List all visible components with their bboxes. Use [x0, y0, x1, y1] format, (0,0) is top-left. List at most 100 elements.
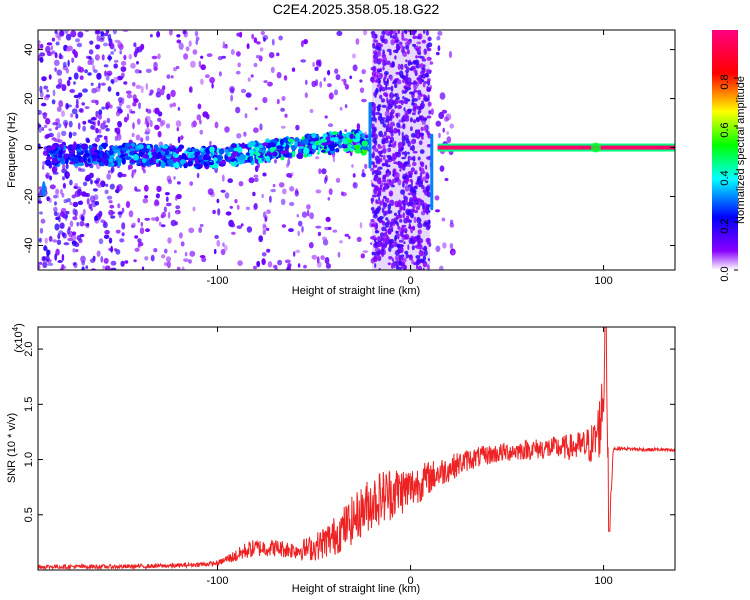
noise-blob: [406, 215, 410, 220]
noise-blob: [117, 203, 121, 209]
ridge-blob: [329, 137, 336, 142]
noise-blob: [65, 211, 70, 215]
noise-blob: [72, 231, 77, 236]
noise-blob: [378, 73, 384, 78]
noise-blob: [54, 223, 60, 231]
noise-blob: [107, 86, 112, 92]
noise-blob: [195, 39, 199, 45]
noise-blob: [185, 46, 190, 52]
ridge-blob: [142, 153, 150, 160]
noise-blob: [72, 201, 79, 208]
noise-blob: [148, 92, 153, 96]
noise-blob: [378, 196, 381, 202]
ridge-blob: [104, 152, 108, 160]
noise-blob: [390, 218, 395, 225]
noise-blob: [419, 166, 422, 171]
noise-blob: [211, 83, 214, 89]
noise-blob: [424, 72, 429, 78]
noise-blob: [403, 100, 408, 104]
noise-blob: [82, 208, 86, 215]
noise-blob: [283, 75, 288, 81]
noise-blob: [449, 243, 454, 249]
noise-blob: [419, 201, 421, 208]
noise-blob: [96, 72, 102, 80]
noise-blob: [117, 171, 123, 178]
noise-blob: [376, 193, 380, 198]
noise-blob: [166, 202, 172, 207]
noise-blob: [422, 262, 427, 268]
noise-blob: [55, 188, 60, 195]
noise-blob: [164, 192, 170, 196]
noise-blob: [93, 194, 99, 201]
noise-blob: [164, 248, 168, 254]
noise-blob: [404, 150, 408, 158]
noise-blob: [117, 184, 123, 191]
ridge-blob: [178, 145, 183, 152]
spectrogram-marks: [38, 30, 675, 270]
noise-blob: [234, 199, 238, 204]
noise-blob: [352, 64, 358, 72]
noise-blob: [93, 69, 98, 74]
noise-blob: [79, 220, 85, 227]
noise-blob: [253, 127, 259, 133]
noise-blob: [144, 121, 148, 125]
noise-blob: [48, 198, 52, 203]
ridge-blob: [139, 151, 144, 157]
noise-blob: [426, 115, 432, 119]
noise-blob: [378, 43, 384, 48]
noise-blob: [327, 69, 331, 76]
noise-blob: [305, 79, 308, 86]
noise-blob: [393, 264, 396, 269]
noise-blob: [446, 136, 452, 144]
ridge-blob: [115, 156, 120, 161]
noise-blob: [90, 179, 93, 185]
ridge-blob: [227, 156, 233, 160]
noise-blob: [60, 30, 64, 36]
noise-blob: [206, 113, 210, 120]
noise-blob: [411, 144, 415, 152]
noise-blob: [105, 183, 109, 187]
ridge-blob: [249, 155, 254, 162]
noise-blob: [321, 236, 328, 241]
noise-blob: [198, 227, 203, 233]
x-tick-label: 0: [407, 575, 413, 587]
noise-blob: [405, 45, 410, 50]
noise-blob: [120, 60, 127, 66]
noise-blob: [395, 71, 401, 75]
noise-blob: [387, 144, 393, 148]
noise-blob: [76, 235, 82, 241]
noise-blob: [235, 70, 241, 75]
noise-blob: [403, 107, 406, 112]
noise-blob: [122, 30, 129, 33]
ridge-blob: [153, 144, 159, 151]
noise-blob: [360, 253, 365, 259]
noise-blob: [404, 250, 409, 255]
noise-blob: [402, 96, 405, 100]
ridge-blob: [320, 138, 328, 143]
noise-blob: [262, 97, 268, 104]
noise-blob: [176, 127, 179, 132]
noise-blob: [253, 62, 258, 68]
noise-blob: [61, 232, 65, 237]
noise-blob: [415, 255, 421, 259]
noise-blob: [71, 108, 78, 115]
noise-blob: [105, 102, 109, 108]
noise-blob: [108, 237, 113, 244]
noise-blob: [392, 152, 395, 159]
noise-blob: [375, 164, 378, 168]
noise-blob: [106, 173, 112, 180]
noise-blob: [411, 97, 415, 104]
noise-blob: [192, 206, 196, 212]
noise-blob: [411, 93, 415, 99]
ridge-blob: [49, 149, 56, 154]
noise-blob: [184, 252, 188, 257]
noise-blob: [182, 30, 187, 35]
noise-blob: [140, 43, 145, 51]
ridge-blob: [335, 148, 340, 153]
noise-blob: [405, 71, 409, 79]
noise-blob: [159, 120, 164, 127]
noise-blob: [411, 132, 416, 138]
noise-blob: [246, 226, 253, 233]
noise-blob: [389, 111, 393, 117]
noise-blob: [144, 195, 149, 199]
